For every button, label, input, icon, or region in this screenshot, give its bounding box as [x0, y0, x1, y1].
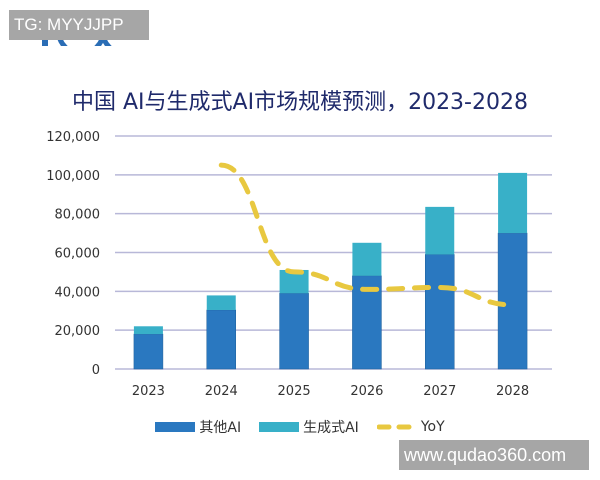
x-tick-label: 2028 — [496, 384, 529, 399]
bar-generative-ai — [133, 326, 163, 335]
x-tick-label: 2024 — [205, 384, 238, 399]
legend-item-yoy: YoY — [376, 419, 445, 435]
watermark-bottom-right: www.qudao360.com — [399, 440, 589, 470]
legend-label: 生成式AI — [303, 420, 359, 436]
y-tick-label: 20,000 — [55, 324, 101, 339]
y-tick-label: 0 — [92, 363, 100, 378]
legend-swatch — [155, 422, 196, 432]
bar-generative-ai — [206, 295, 236, 310]
y-tick-label: 60,000 — [55, 247, 101, 262]
legend-item-other-ai: 其他AI — [155, 417, 241, 437]
bar-other-ai — [425, 254, 455, 370]
bar-other-ai — [497, 232, 528, 370]
legend-dash — [376, 424, 417, 430]
bar-other-ai — [206, 309, 236, 370]
x-tick-label: 2023 — [132, 384, 165, 399]
y-tick-label: 40,000 — [55, 285, 101, 300]
chart-title: 中国 AI与生成式AI市场规模预测，2023-2028 — [72, 90, 528, 115]
y-tick-label: 80,000 — [55, 208, 101, 223]
legend-label: YoY — [420, 419, 445, 435]
bar-other-ai — [133, 333, 164, 370]
y-tick-label: 100,000 — [46, 169, 100, 184]
legend: 其他AI 生成式AI YoY — [0, 417, 600, 437]
watermark-top-left: TG: MYYJJPP — [9, 10, 149, 40]
x-tick-label: 2027 — [423, 384, 456, 399]
x-tick-label: 2026 — [350, 384, 383, 399]
y-tick-label: 120,000 — [46, 130, 100, 145]
x-tick-label: 2025 — [278, 384, 311, 399]
legend-item-generative-ai: 生成式AI — [259, 417, 359, 437]
bar-generative-ai — [498, 172, 528, 234]
bar-generative-ai — [279, 269, 309, 294]
bar-other-ai — [279, 293, 309, 370]
bar-generative-ai — [352, 242, 382, 276]
bar-generative-ai — [425, 206, 455, 255]
yoy-line — [218, 162, 516, 308]
legend-swatch — [259, 422, 300, 432]
legend-label: 其他AI — [199, 420, 242, 436]
